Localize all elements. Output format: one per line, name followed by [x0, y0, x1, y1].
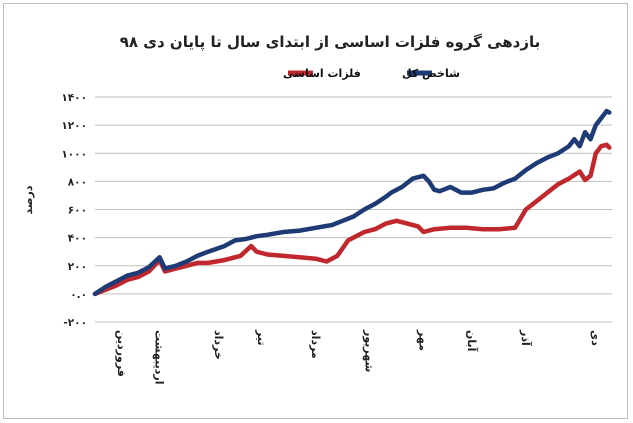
y-tick-label: ۱۰۰۰ — [61, 148, 87, 160]
x-category-label: آبان — [465, 330, 479, 352]
x-category-label: دی — [589, 330, 602, 346]
x-category-label: فروردین — [115, 330, 128, 377]
y-tick-label: ۰.۰ — [70, 289, 87, 301]
y-axis-title: درصد — [22, 185, 35, 214]
x-category-label: خرداد — [212, 330, 225, 360]
x-category-labels: فروردین اردیبهشت خرداد تیر مرداد شهریور مهر آبا… — [115, 329, 602, 384]
series-line-index — [92, 108, 612, 297]
series-lines — [92, 108, 612, 297]
x-category-label: آذر — [519, 329, 533, 346]
y-tick-labels: ۱۴۰۰ ۱۲۰۰ ۱۰۰۰ ۸۰۰ ۶۰۰ ۴۰۰ ۲۰۰ ۰.۰ -۲۰۰ — [61, 92, 87, 329]
chart-title: بازدهی گروه فلزات اساسی از ابتدای سال تا… — [120, 33, 541, 52]
y-tick-label: -۲۰۰ — [63, 317, 87, 329]
y-tick-label: ۸۰۰ — [68, 176, 87, 188]
y-tick-label: ۱۲۰۰ — [61, 120, 87, 132]
x-category-label: مرداد — [309, 330, 322, 359]
legend-label-index: شاخص کل — [402, 67, 460, 80]
x-category-label: شهریور — [363, 329, 376, 372]
legend-label-metals: فلزات اساسی — [283, 67, 361, 80]
x-category-label: مهر — [417, 329, 430, 351]
legend: شاخص کل فلزات اساسی — [283, 67, 460, 80]
y-tick-label: ۲۰۰ — [68, 261, 87, 273]
x-category-label: اردیبهشت — [153, 330, 166, 384]
x-category-label: تیر — [255, 329, 268, 345]
y-tick-label: ۶۰۰ — [68, 205, 87, 217]
y-tick-label: ۱۴۰۰ — [61, 92, 87, 104]
series-line-metals — [92, 142, 612, 297]
gridlines — [95, 96, 612, 323]
y-tick-label: ۴۰۰ — [68, 233, 87, 245]
